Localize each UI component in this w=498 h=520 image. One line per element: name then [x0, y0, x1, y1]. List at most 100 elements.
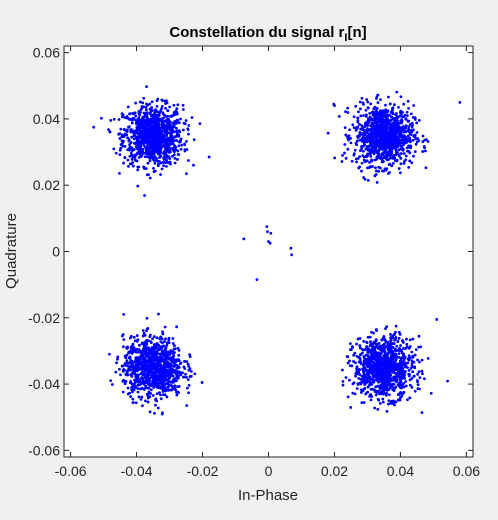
- data-point: [137, 395, 141, 399]
- data-point: [385, 137, 388, 140]
- data-point: [151, 360, 155, 364]
- data-point: [424, 166, 428, 170]
- data-point: [186, 128, 190, 132]
- data-point: [129, 380, 133, 383]
- data-point: [177, 134, 181, 138]
- data-point: [388, 393, 391, 397]
- data-point: [352, 153, 356, 157]
- data-point: [172, 124, 175, 128]
- data-point: [139, 143, 143, 147]
- data-point: [139, 153, 143, 157]
- data-point: [351, 391, 355, 395]
- data-point: [161, 330, 164, 334]
- data-point: [163, 340, 166, 343]
- data-point: [389, 338, 393, 342]
- data-point: [151, 125, 155, 129]
- data-point: [128, 118, 132, 121]
- data-point: [133, 111, 136, 115]
- data-point: [143, 370, 146, 374]
- data-point: [149, 133, 153, 136]
- data-point: [348, 342, 352, 346]
- y-axis-label: Quadrature: [3, 213, 20, 289]
- data-point: [115, 361, 119, 365]
- data-point: [132, 148, 136, 151]
- data-point: [159, 129, 163, 132]
- data-point: [368, 335, 372, 339]
- data-point: [131, 342, 135, 346]
- data-point: [142, 367, 146, 370]
- data-point: [383, 366, 386, 370]
- data-point: [369, 124, 372, 128]
- data-point: [396, 348, 400, 352]
- data-point: [399, 361, 403, 365]
- data-point: [458, 100, 462, 104]
- data-point: [415, 121, 419, 125]
- data-point: [349, 136, 352, 140]
- data-point: [160, 364, 163, 367]
- data-point: [394, 132, 398, 136]
- data-point: [146, 124, 150, 128]
- data-point: [131, 365, 135, 369]
- data-point: [147, 351, 150, 355]
- data-point: [364, 140, 368, 144]
- data-point: [144, 386, 147, 390]
- data-point: [176, 158, 179, 161]
- data-point: [157, 312, 160, 316]
- data-point: [152, 148, 156, 151]
- data-point: [164, 337, 167, 341]
- data-point: [146, 400, 150, 404]
- data-point: [392, 389, 396, 392]
- data-point: [133, 339, 137, 343]
- data-point: [129, 130, 133, 134]
- data-point: [173, 157, 177, 160]
- data-point: [366, 335, 370, 339]
- data-point: [125, 361, 129, 364]
- data-point: [160, 105, 164, 108]
- data-point: [364, 108, 368, 112]
- data-point: [378, 126, 382, 129]
- data-point: [390, 115, 394, 119]
- data-point: [369, 134, 373, 138]
- data-point: [172, 354, 176, 358]
- data-point: [148, 395, 152, 399]
- data-point: [358, 149, 362, 153]
- data-point: [417, 370, 421, 374]
- data-point: [391, 349, 394, 353]
- data-point: [350, 159, 354, 163]
- data-point: [408, 378, 412, 382]
- data-point: [369, 152, 372, 156]
- data-point: [368, 161, 371, 164]
- data-point: [130, 128, 133, 131]
- data-point: [128, 112, 131, 116]
- data-point: [387, 95, 390, 99]
- data-point: [394, 117, 397, 120]
- data-point: [151, 394, 155, 397]
- data-point: [405, 146, 409, 150]
- data-point: [404, 130, 407, 134]
- data-point: [149, 363, 153, 367]
- data-point: [375, 329, 378, 333]
- data-point: [394, 129, 398, 133]
- data-point: [179, 371, 183, 374]
- data-point: [381, 109, 385, 113]
- data-point: [413, 353, 417, 357]
- data-point: [99, 116, 103, 120]
- data-point: [372, 127, 376, 131]
- data-point: [390, 402, 394, 405]
- data-point: [118, 137, 122, 140]
- data-point: [373, 110, 377, 114]
- data-point: [420, 369, 424, 373]
- data-point: [416, 383, 420, 387]
- data-point: [384, 168, 388, 172]
- data-point: [333, 104, 336, 108]
- data-point: [145, 85, 148, 89]
- data-point: [398, 128, 401, 132]
- data-point: [165, 165, 168, 168]
- data-point: [174, 109, 178, 113]
- data-point: [404, 380, 408, 383]
- data-point: [182, 128, 185, 132]
- data-point: [375, 180, 379, 184]
- data-point: [384, 117, 388, 120]
- data-point: [343, 126, 347, 130]
- data-point: [112, 117, 116, 121]
